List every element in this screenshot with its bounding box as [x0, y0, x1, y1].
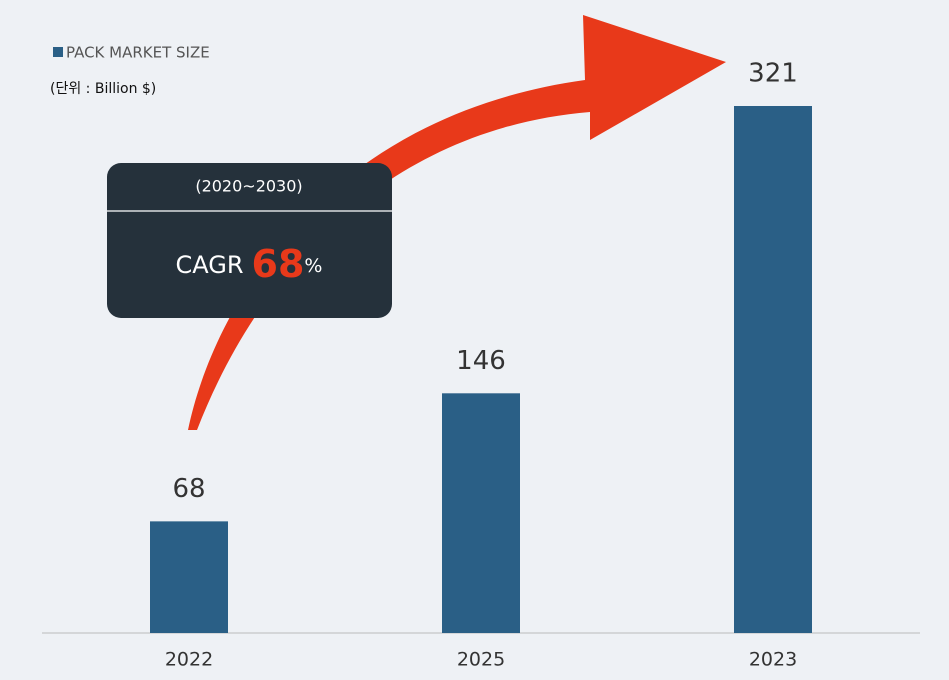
legend-swatch — [53, 47, 63, 57]
cagr-value: 68 — [252, 242, 305, 286]
x-tick-label: 2023 — [749, 649, 797, 671]
value-label: 146 — [456, 346, 506, 376]
cagr-period: (2020~2030) — [195, 177, 302, 196]
x-tick-label: 2022 — [165, 649, 213, 671]
x-tick-label: 2025 — [457, 649, 505, 671]
growth-arrow — [188, 15, 726, 430]
bar — [150, 521, 228, 633]
value-label: 321 — [748, 59, 798, 89]
cagr-box — [107, 163, 392, 318]
legend-label: PACK MARKET SIZE — [66, 44, 210, 62]
bar — [442, 393, 520, 633]
value-label: 68 — [172, 474, 205, 504]
bar — [734, 106, 812, 633]
cagr-label: CAGR — [176, 251, 244, 279]
cagr-suffix: % — [304, 255, 322, 277]
unit-note: (단위 : Billion $) — [50, 81, 156, 97]
cagr-text: CAGR 68% — [176, 242, 323, 286]
